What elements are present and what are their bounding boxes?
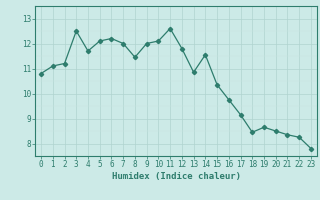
X-axis label: Humidex (Indice chaleur): Humidex (Indice chaleur) — [111, 172, 241, 181]
